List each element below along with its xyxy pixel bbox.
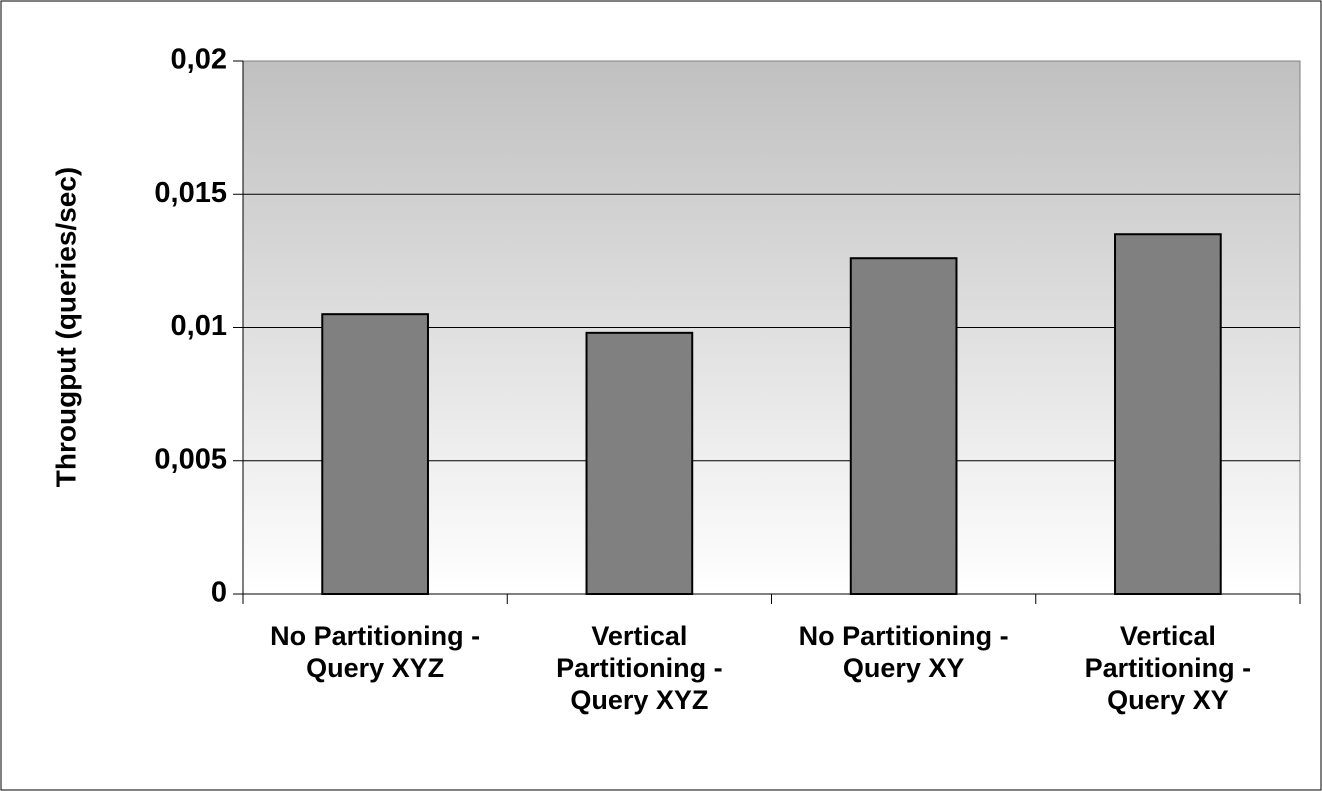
x-tick-label: Vertical Partitioning - Query XYZ [556,621,723,715]
y-tick-label: 0,01 [171,310,227,342]
x-tick-label: No Partitioning - Query XY [798,621,1009,683]
y-tick-label: 0,005 [154,443,227,475]
bar [321,313,429,595]
bar [585,331,694,595]
bar [1114,233,1222,595]
y-tick-label: 0,015 [154,177,227,209]
x-tick-label: No Partitioning - Query XYZ [270,621,481,683]
bar [849,257,958,595]
y-tick-label: 0 [211,577,227,609]
x-tick-label: Vertical Partitioning - Query XY [1084,621,1252,715]
y-axis-title: Througput (queries/sec) [50,167,81,487]
y-tick-label: 0,02 [171,44,227,76]
